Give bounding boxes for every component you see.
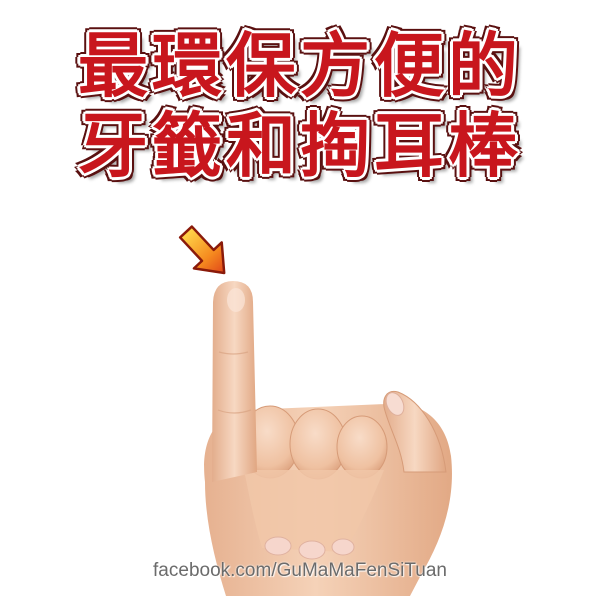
fingernail xyxy=(264,536,292,556)
fingernail xyxy=(331,538,355,556)
headline-line-2: 牙籤和掏耳棒 xyxy=(78,105,522,187)
pinky-finger-knuckle xyxy=(336,415,388,479)
facebook-watermark: facebook.com/GuMaMaFenSiTuan xyxy=(153,560,447,581)
index-fingertip-highlight xyxy=(227,288,245,312)
index-finger-crease xyxy=(217,409,252,414)
fingernail xyxy=(298,540,326,560)
arrow-down-right-icon xyxy=(178,225,226,275)
index-finger xyxy=(212,281,257,482)
headline: 最環保方便的 牙籤和掏耳棒 xyxy=(0,26,600,186)
thumbnail xyxy=(385,392,405,416)
index-finger-crease xyxy=(218,351,249,355)
folded-finger-segments xyxy=(244,470,384,552)
headline-line-1: 最環保方便的 xyxy=(78,25,522,107)
